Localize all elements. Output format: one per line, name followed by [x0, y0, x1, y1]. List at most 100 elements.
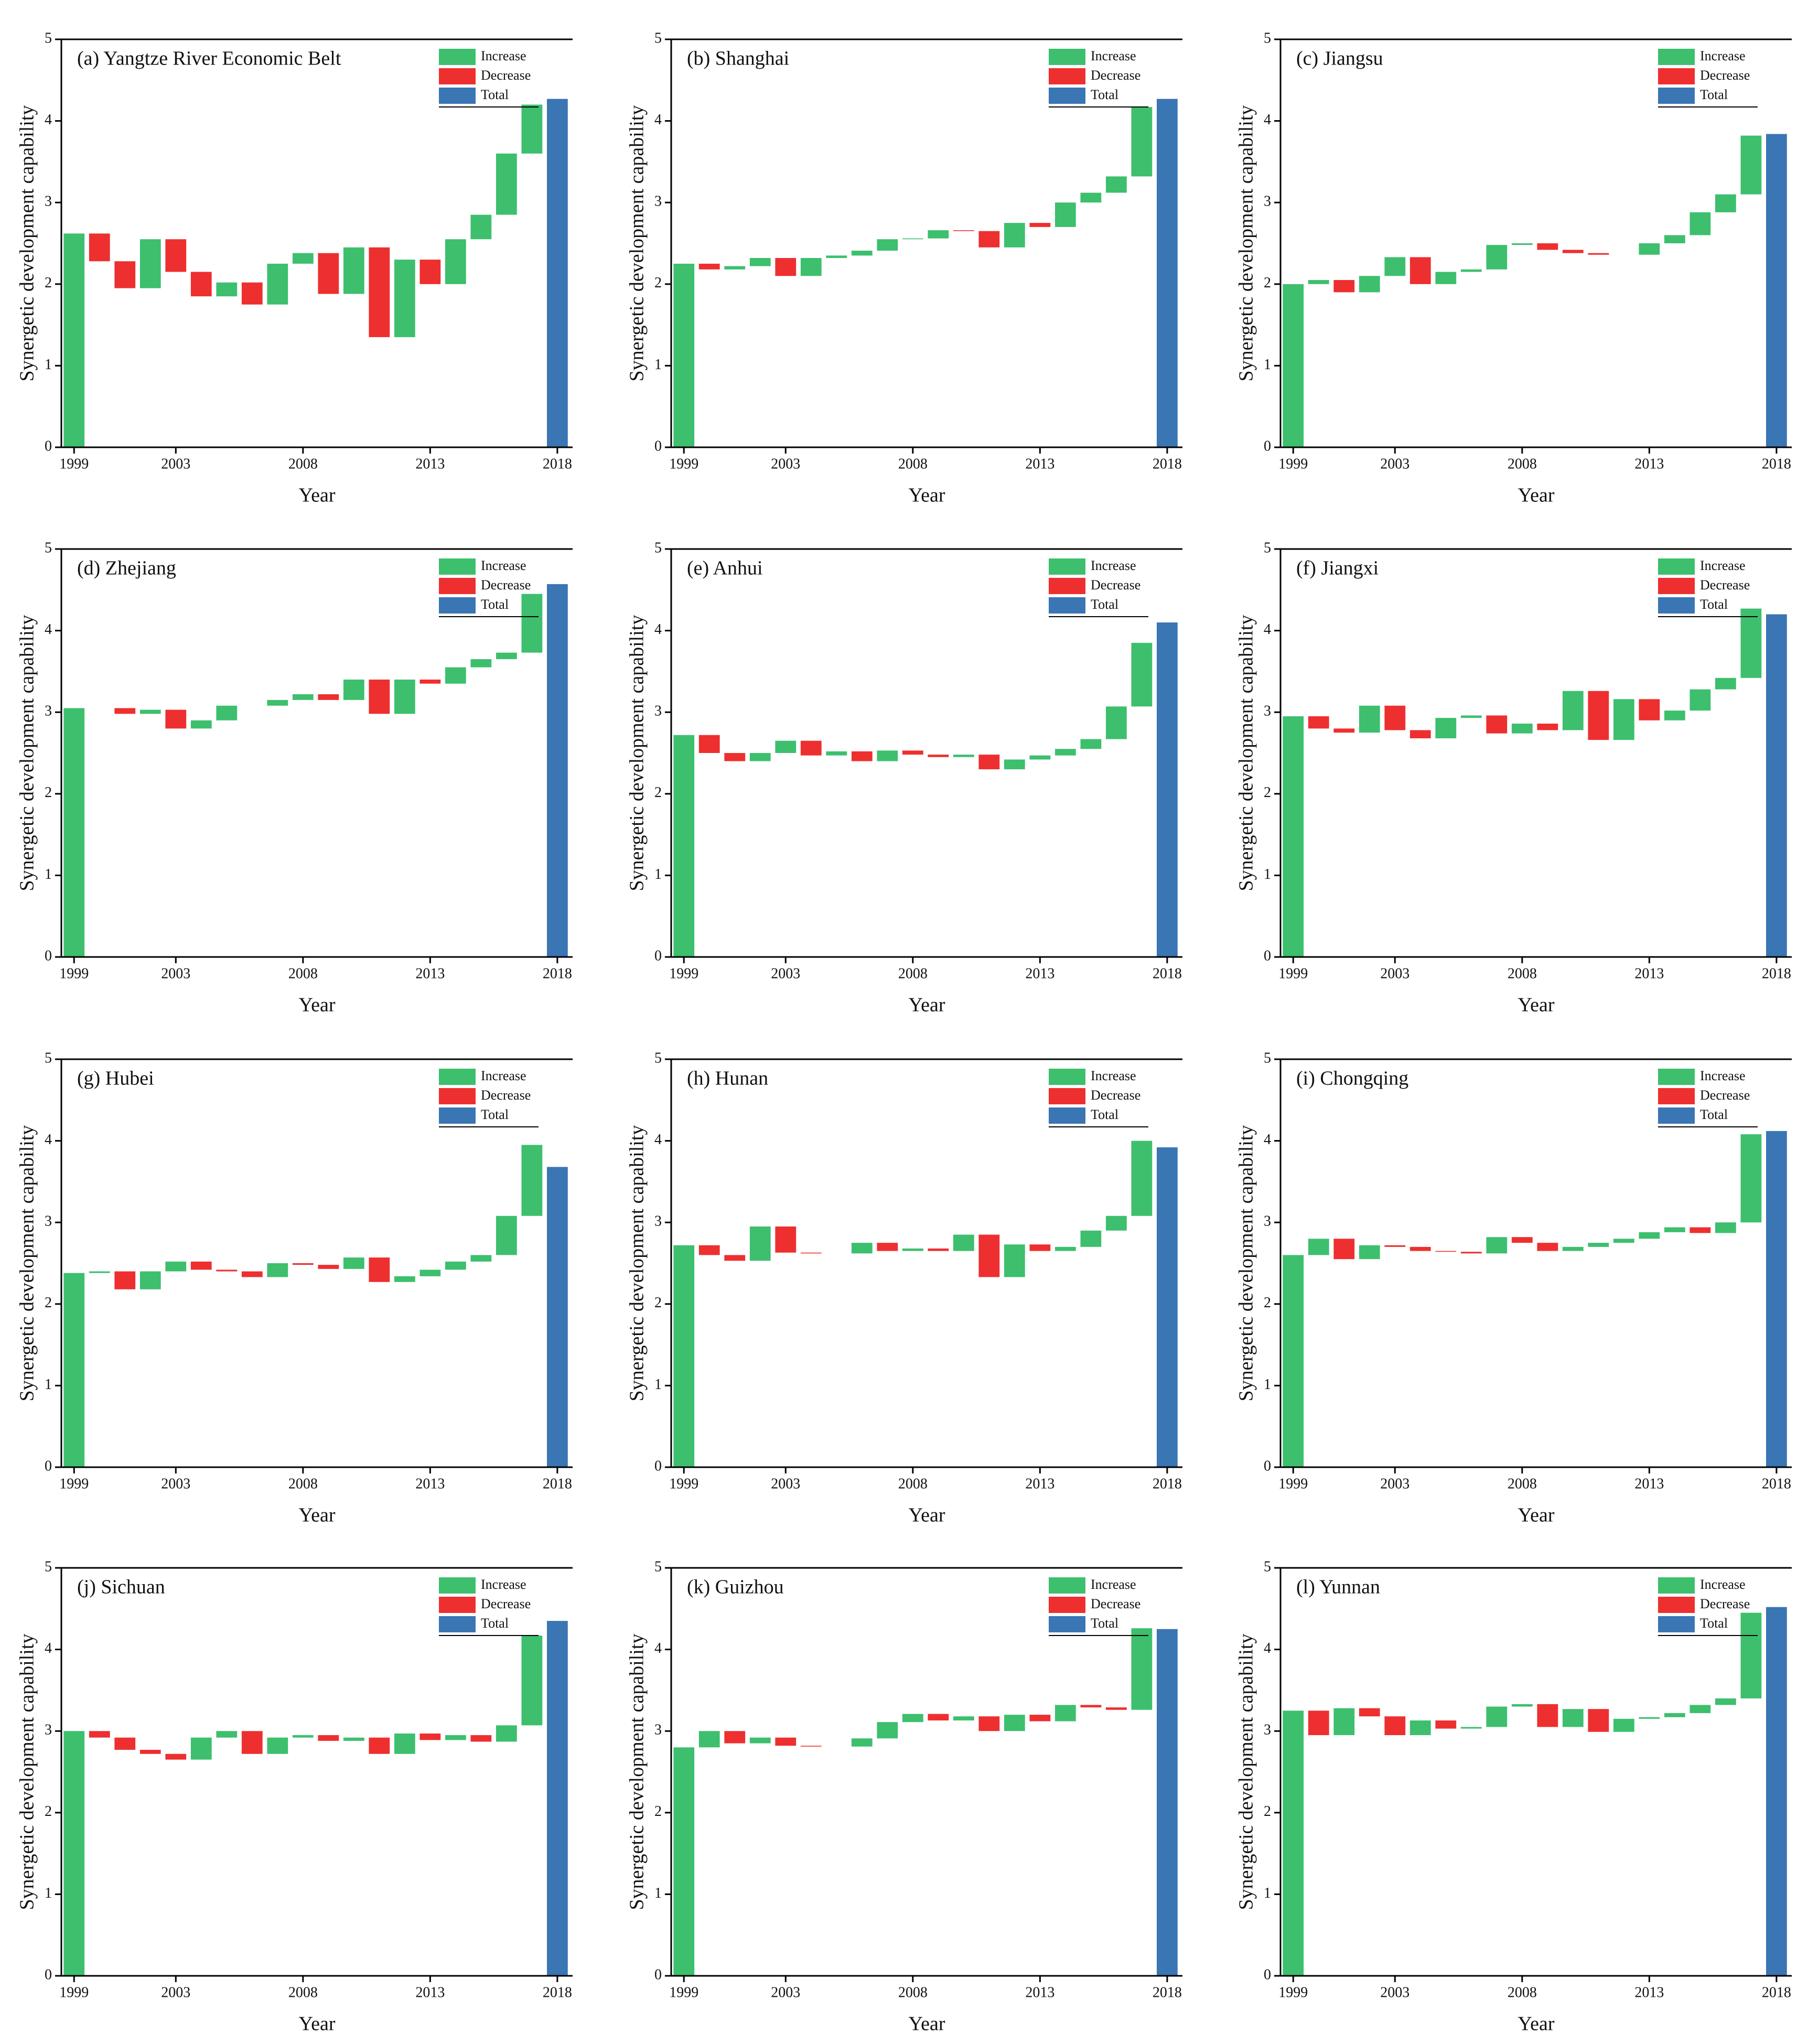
legend-swatch — [439, 49, 476, 65]
y-tick-label: 2 — [1264, 1803, 1271, 1820]
chart-title: (e) Anhui — [687, 557, 763, 579]
legend-label: Total — [1700, 597, 1728, 612]
chart-title: (a) Yangtze River Economic Belt — [77, 48, 341, 70]
y-axis-label: Synergetic development capability — [16, 1125, 38, 1402]
bar — [1740, 608, 1762, 678]
legend-label: Decrease — [1091, 68, 1140, 83]
bar — [369, 247, 390, 337]
x-axis-label: Year — [908, 1504, 945, 1526]
x-tick-label: 1999 — [1278, 965, 1308, 982]
bar — [1664, 1227, 1685, 1232]
bar — [978, 231, 1000, 248]
y-tick-label: 0 — [1264, 1458, 1271, 1474]
bar — [1588, 691, 1609, 740]
bar — [496, 153, 517, 215]
legend-label: Increase — [481, 558, 526, 573]
bar — [1460, 1727, 1482, 1729]
bar — [1588, 1709, 1609, 1732]
bar — [445, 667, 466, 684]
legend-label: Increase — [1091, 1577, 1136, 1592]
x-tick-label: 2013 — [1634, 1476, 1664, 1492]
legend-label: Decrease — [1091, 1596, 1140, 1611]
bar — [139, 239, 161, 288]
legend-swatch — [439, 68, 476, 84]
bar — [928, 1714, 949, 1720]
bar — [749, 1226, 771, 1261]
chart-title: (j) Sichuan — [77, 1576, 165, 1598]
x-tick-label: 2008 — [288, 1476, 318, 1492]
y-tick-label: 0 — [1264, 948, 1271, 964]
bar — [419, 679, 441, 684]
bar — [1588, 253, 1609, 255]
bar — [1486, 1237, 1508, 1254]
total-bar — [1766, 134, 1787, 448]
bar — [369, 679, 390, 714]
bar — [1740, 1134, 1762, 1223]
x-tick-label: 2008 — [288, 965, 318, 982]
legend-swatch — [1658, 1577, 1695, 1594]
bar — [902, 750, 923, 755]
bar — [1029, 223, 1051, 227]
bar — [292, 1263, 314, 1265]
bar — [1333, 728, 1355, 733]
x-axis-label: Year — [1518, 1504, 1554, 1526]
y-tick-label: 4 — [1264, 621, 1271, 638]
y-tick-label: 5 — [654, 1558, 662, 1575]
bar — [724, 266, 746, 270]
bar — [1029, 1244, 1051, 1251]
x-tick-label: 2003 — [161, 456, 190, 472]
legend-label: Decrease — [1700, 68, 1750, 83]
legend-swatch — [1658, 558, 1695, 575]
bar — [978, 755, 1000, 770]
bar — [775, 740, 797, 753]
x-tick-label: 2003 — [1380, 1476, 1409, 1492]
y-axis-label: Synergetic development capability — [16, 615, 38, 891]
y-tick-label: 5 — [45, 1558, 52, 1575]
y-tick-label: 1 — [654, 1885, 662, 1901]
y-tick-label: 2 — [654, 275, 662, 291]
y-tick-label: 1 — [1264, 1885, 1271, 1901]
y-tick-label: 4 — [654, 112, 662, 128]
y-tick-label: 3 — [1264, 1722, 1271, 1738]
y-axis-label: Synergetic development capability — [626, 105, 648, 382]
bar — [1460, 1252, 1482, 1254]
x-tick-label: 2003 — [161, 965, 190, 982]
legend-swatch — [439, 1616, 476, 1632]
x-tick-label: 2013 — [1025, 1984, 1054, 2000]
bar — [1664, 711, 1685, 720]
x-tick-label: 2013 — [415, 1476, 445, 1492]
y-tick-label: 3 — [654, 1722, 662, 1738]
x-tick-label: 2013 — [415, 456, 445, 472]
y-tick-label: 3 — [45, 1722, 52, 1738]
y-tick-label: 3 — [1264, 703, 1271, 719]
legend-swatch — [1049, 1107, 1085, 1124]
bar — [394, 1733, 415, 1754]
bar — [1613, 1718, 1634, 1732]
legend-swatch — [1658, 68, 1695, 84]
legend-swatch — [1049, 578, 1085, 594]
bar — [1460, 715, 1482, 718]
bar — [1639, 699, 1660, 720]
y-tick-label: 2 — [654, 1803, 662, 1820]
x-tick-label: 1999 — [669, 1984, 698, 2000]
bar — [877, 1243, 898, 1251]
bar — [1384, 705, 1406, 730]
x-tick-label: 2008 — [898, 1984, 928, 2000]
bar — [1029, 1715, 1051, 1722]
legend-swatch — [439, 88, 476, 104]
total-bar — [1157, 622, 1178, 957]
x-tick-label: 1999 — [1278, 1984, 1308, 2000]
bar — [1359, 1708, 1380, 1717]
bar — [267, 1263, 288, 1277]
legend-swatch — [439, 1597, 476, 1613]
chart-panel: 0 1 2 3 4 5 1999 2003 2008 2013 2018 Year Synergetic… — [626, 1050, 1182, 1526]
legend-swatch — [1658, 1616, 1695, 1632]
bar — [496, 652, 517, 660]
bar — [1486, 245, 1508, 270]
y-tick-label: 4 — [1264, 112, 1271, 128]
y-tick-label: 0 — [654, 1966, 662, 1983]
bar — [1359, 705, 1380, 733]
y-axis-label: Synergetic development capability — [1235, 615, 1257, 891]
bar — [1359, 1245, 1380, 1260]
x-axis-label: Year — [298, 1504, 335, 1526]
